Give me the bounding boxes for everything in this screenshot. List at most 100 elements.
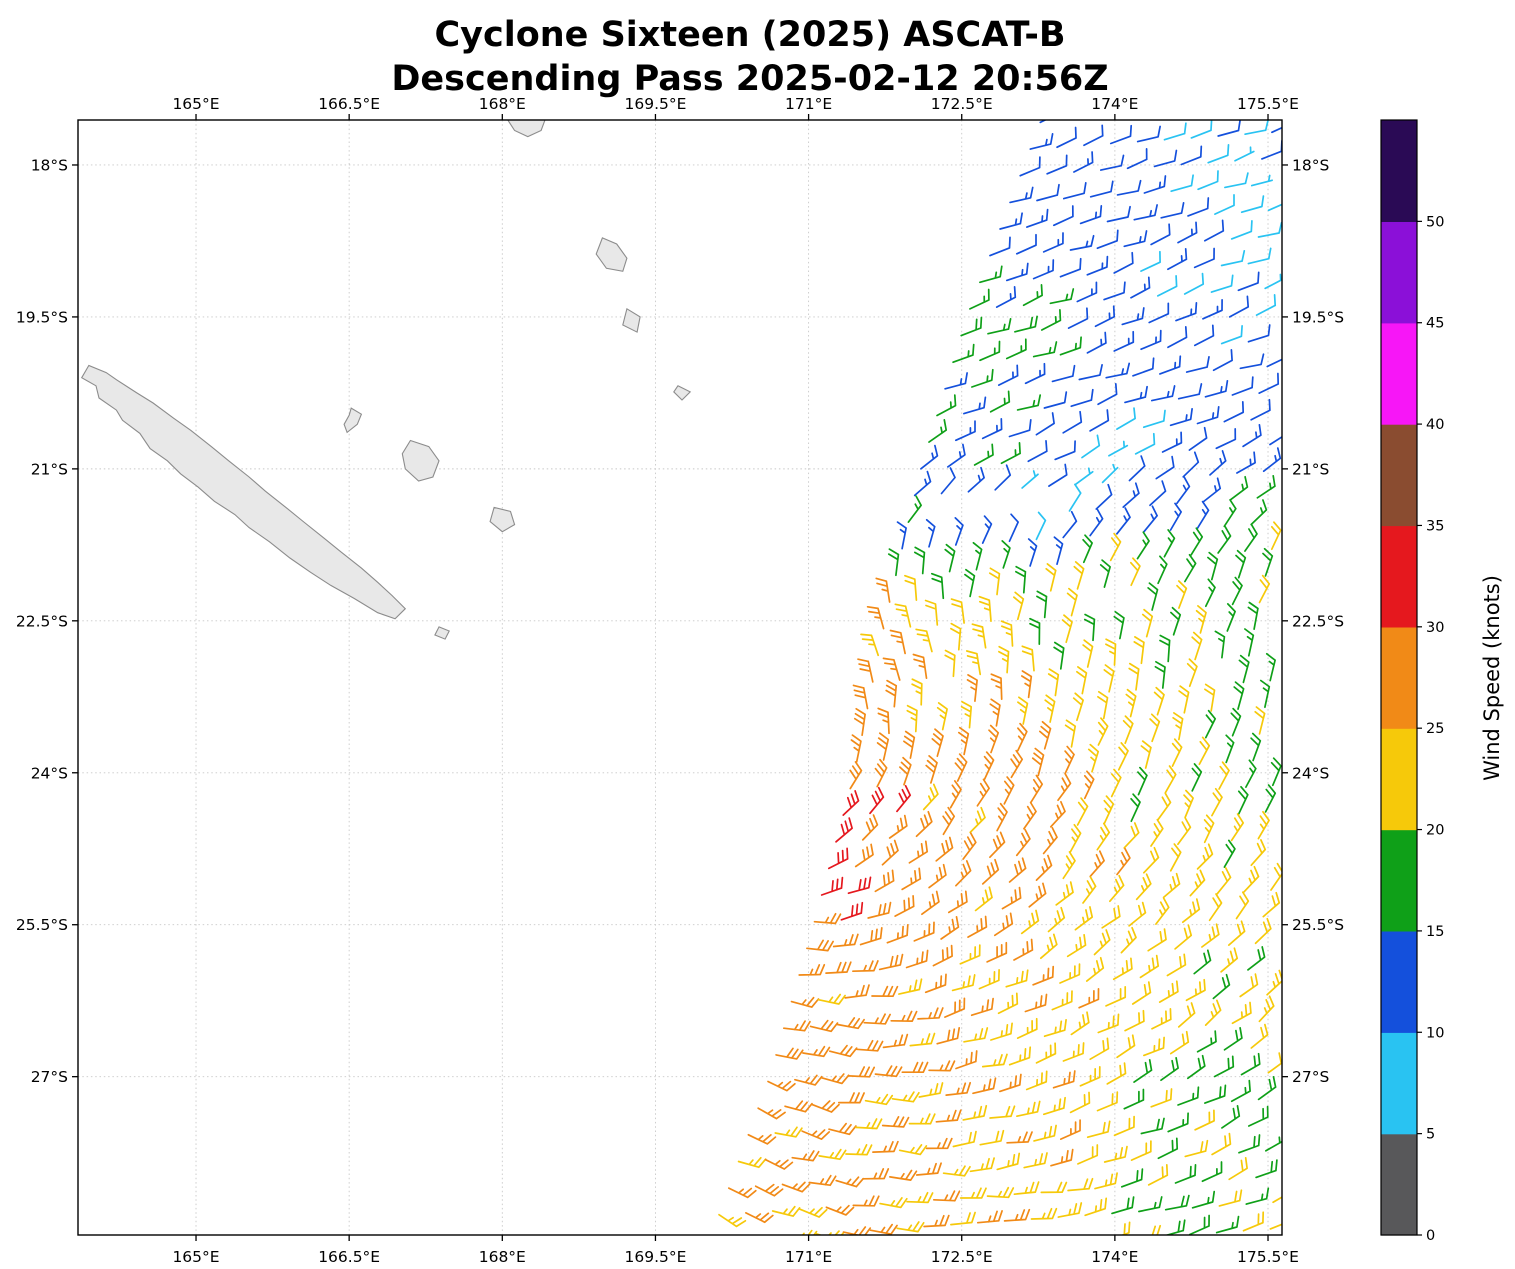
wind-barb — [1204, 578, 1216, 608]
wind-barb — [1040, 1181, 1068, 1194]
wind-barb — [979, 340, 1001, 362]
wind-barb — [930, 572, 945, 600]
wind-barb — [1270, 757, 1282, 787]
wind-barb — [1257, 810, 1270, 840]
wind-barb — [794, 1074, 823, 1086]
wind-barb — [727, 1187, 757, 1199]
colorbar-segment-25-30 — [1381, 626, 1417, 729]
wind-barb — [1217, 120, 1241, 137]
wind-barb — [913, 546, 926, 575]
wind-barb — [1247, 946, 1266, 971]
wind-barb — [1073, 151, 1094, 173]
wind-barb — [1235, 549, 1247, 579]
wind-barb — [1250, 398, 1271, 421]
wind-barb — [986, 1186, 1015, 1199]
wind-barb — [889, 629, 906, 655]
wind-barb — [852, 684, 869, 710]
wind-barb — [1156, 275, 1178, 297]
wind-barb — [1051, 364, 1076, 383]
wind-barb — [1238, 654, 1250, 684]
wind-barb — [1130, 276, 1151, 299]
land-polygon-lifou — [401, 439, 440, 482]
wind-barb — [908, 1113, 936, 1125]
wind-barb — [962, 832, 977, 860]
x-tick-label-top: 168°E — [479, 95, 526, 113]
wind-barb — [973, 443, 994, 466]
wind-barb — [940, 467, 956, 495]
wind-barb — [1143, 846, 1160, 874]
wind-barb — [1201, 1161, 1223, 1183]
wind-barb — [1230, 1079, 1251, 1103]
wind-barb — [878, 953, 904, 971]
x-tick-label-bottom: 174°E — [1091, 1248, 1138, 1264]
wind-barb — [1164, 1194, 1190, 1211]
wind-barb — [905, 949, 929, 969]
wind-barb — [962, 1104, 988, 1121]
wind-barb — [896, 784, 912, 813]
wind-barb — [1186, 658, 1198, 688]
wind-barb — [1089, 508, 1104, 537]
wind-barb — [917, 1007, 944, 1020]
colorbar-segment-0-5 — [1381, 1133, 1417, 1236]
wind-barb — [854, 843, 874, 868]
wind-barb — [1264, 273, 1282, 290]
wind-barb — [981, 417, 1003, 440]
wind-barb — [825, 961, 852, 974]
wind-barb — [1262, 547, 1274, 577]
wind-barb — [1196, 405, 1220, 425]
wind-barb — [1070, 388, 1094, 408]
wind-barb — [896, 521, 907, 550]
wind-barb — [774, 1126, 803, 1138]
wind-barb — [1240, 195, 1265, 214]
land-layer — [80, 120, 692, 640]
wind-barb — [906, 1191, 934, 1204]
wind-barb — [1149, 713, 1161, 743]
x-tick-label-top: 165°E — [172, 95, 219, 113]
wind-barb — [1108, 440, 1129, 457]
wind-barb — [963, 1027, 989, 1043]
wind-barb — [1143, 175, 1167, 194]
wind-barb — [928, 863, 947, 889]
y-tick-label-left: 25.5°S — [16, 916, 68, 934]
wind-barb — [997, 364, 1019, 386]
wind-barb — [764, 1158, 794, 1170]
wind-barb — [1035, 1042, 1057, 1064]
wind-barb — [951, 974, 976, 992]
wind-barb — [1083, 124, 1104, 147]
wind-barb — [950, 622, 962, 651]
wind-barb — [1167, 247, 1188, 271]
x-tick-label-bottom: 166.5°E — [318, 1248, 380, 1264]
wind-barb — [1094, 1172, 1118, 1190]
wind-barb — [1191, 631, 1203, 661]
wind-barb — [891, 1091, 920, 1103]
wind-barb — [1170, 174, 1194, 193]
wind-barb — [1198, 736, 1211, 766]
colorbar-tick-label: 40 — [1426, 417, 1444, 433]
wind-barb — [1140, 1117, 1165, 1135]
wind-barb — [1228, 1157, 1248, 1181]
wind-barb — [936, 394, 957, 417]
wind-barb — [954, 753, 968, 782]
wind-barb — [860, 633, 880, 657]
wind-barb — [882, 657, 901, 681]
wind-barb — [1076, 666, 1088, 695]
wind-barb — [1202, 298, 1223, 320]
wind-barb — [1140, 250, 1161, 272]
wind-barb — [1154, 660, 1166, 689]
wind-barb — [820, 876, 844, 896]
wind-barb — [1162, 872, 1181, 899]
wind-barb — [954, 517, 964, 546]
wind-barb — [928, 418, 948, 443]
wind-barb — [840, 901, 864, 921]
wind-barb — [852, 1195, 880, 1207]
wind-barb — [1233, 681, 1245, 710]
wind-barb — [1204, 999, 1222, 1026]
wind-barb — [1124, 1009, 1145, 1032]
wind-barb — [1191, 763, 1203, 792]
wind-barb — [1193, 324, 1215, 347]
wind-barb — [1210, 274, 1234, 293]
wind-barb — [908, 840, 929, 864]
wind-barb — [901, 1061, 929, 1074]
wind-barb — [967, 915, 988, 938]
wind-barb — [950, 1211, 976, 1226]
